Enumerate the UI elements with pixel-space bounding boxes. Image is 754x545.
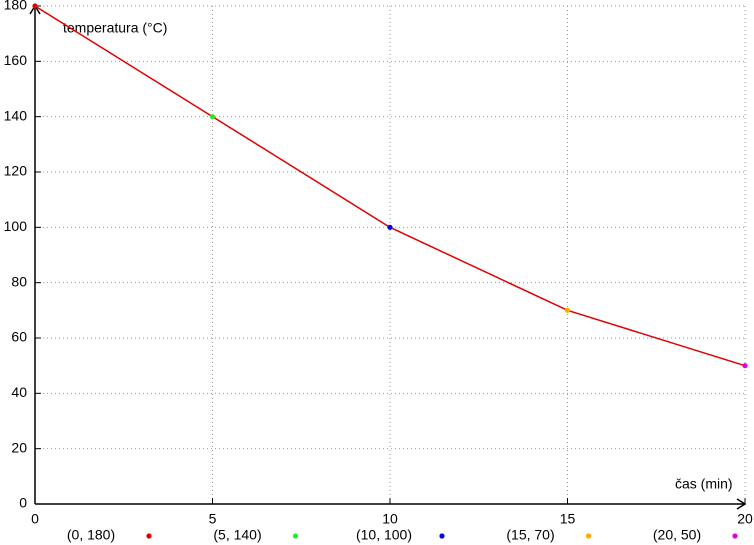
y-tick-label: 140 (4, 107, 28, 123)
y-tick-label: 40 (11, 384, 27, 400)
x-tick-label: 0 (31, 511, 39, 527)
y-tick-label: 60 (11, 329, 27, 345)
y-axis (29, 4, 41, 504)
legend-label: (10, 100) (356, 527, 412, 543)
legend-label: (20, 50) (653, 527, 701, 543)
data-point (742, 363, 748, 369)
y-tick-label: 180 (4, 0, 28, 13)
y-tick-label: 160 (4, 52, 28, 68)
y-axis-label: temperatura (°C) (63, 20, 167, 36)
legend-marker (732, 533, 738, 539)
legend-label: (0, 180) (67, 527, 115, 543)
data-line (34, 5, 746, 367)
y-tick-label: 100 (4, 218, 28, 234)
y-tick-label: 0 (19, 495, 27, 511)
x-axis (35, 498, 747, 510)
legend-label: (5, 140) (213, 527, 261, 543)
legend-marker (585, 533, 592, 539)
y-tick-label: 80 (11, 273, 27, 289)
data-point (209, 114, 216, 120)
legend-marker (146, 533, 152, 539)
x-axis-label: čas (min) (675, 476, 733, 492)
x-tick-label: 10 (382, 511, 398, 527)
x-tick-label: 20 (737, 511, 753, 527)
legend-label: (15, 70) (506, 527, 554, 543)
x-tick-label: 5 (209, 511, 217, 527)
data-point (564, 307, 571, 313)
legend-marker (439, 533, 445, 539)
y-tick-label: 20 (11, 439, 27, 455)
data-point (32, 3, 38, 9)
data-point (387, 224, 393, 230)
legend-marker (292, 533, 299, 539)
y-tick-label: 120 (4, 163, 28, 179)
x-tick-label: 15 (560, 511, 576, 527)
